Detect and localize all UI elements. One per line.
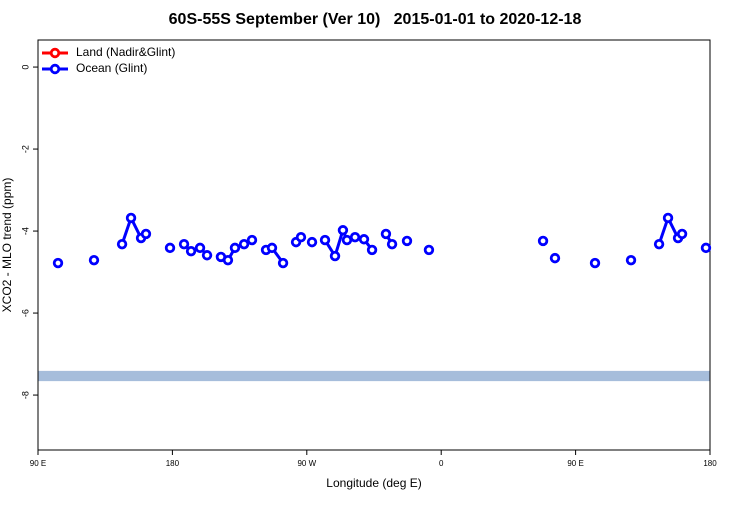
data-point	[341, 234, 353, 246]
data-point	[337, 225, 349, 236]
x-tick-label: 0	[439, 459, 444, 468]
data-point	[401, 235, 413, 247]
x-tick-label: 180	[166, 459, 180, 468]
data-point	[52, 257, 64, 269]
data-point	[380, 228, 392, 240]
data-point	[625, 254, 637, 266]
data-point	[358, 234, 370, 245]
legend-label: Ocean (Glint)	[76, 61, 147, 75]
data-point	[306, 236, 318, 248]
data-point	[178, 238, 190, 250]
data-point	[266, 242, 278, 254]
chart-title: 60S-55S September (Ver 10) 2015-01-01 to…	[169, 11, 582, 28]
data-point	[329, 250, 341, 262]
data-point	[125, 212, 137, 224]
data-point	[116, 238, 128, 250]
x-tick-label: 180	[703, 459, 717, 468]
data-point	[386, 238, 398, 250]
x-tick-label: 90 W	[297, 459, 316, 468]
y-tick-label: -2	[20, 145, 30, 153]
band	[38, 370, 710, 382]
plot-frame	[37, 39, 711, 451]
data-point	[662, 212, 674, 224]
data-point	[238, 238, 250, 250]
legend-label: Land (Nadir&Glint)	[76, 45, 175, 59]
y-tick-label: 0	[20, 65, 30, 70]
data-point	[140, 228, 152, 240]
data-point	[549, 252, 561, 264]
data-point	[185, 245, 197, 257]
y-tick-label: -6	[20, 309, 30, 317]
data-point	[201, 250, 213, 261]
x-tick-label: 90 E	[30, 459, 46, 468]
data-point	[589, 257, 601, 269]
data-point	[277, 257, 289, 269]
data-point	[366, 244, 378, 256]
data-point	[246, 234, 258, 246]
data-point	[295, 232, 307, 243]
data-point	[222, 254, 234, 266]
x-axis-label: Longitude (deg E)	[326, 476, 421, 490]
y-tick-label: -4	[20, 227, 30, 235]
legend-marker	[49, 47, 61, 59]
data-point	[164, 242, 176, 254]
data-point	[676, 228, 688, 240]
data-point	[423, 244, 435, 256]
y-tick-label: -8	[20, 391, 30, 399]
data-point	[88, 254, 100, 266]
data-point	[349, 232, 361, 243]
data-point	[653, 238, 665, 250]
data-point	[319, 234, 331, 246]
data-point	[700, 242, 712, 254]
x-tick-label: 90 E	[567, 459, 583, 468]
data-point	[537, 235, 549, 247]
legend-marker	[49, 63, 61, 75]
data-point	[194, 242, 206, 254]
y-axis-label: XCO2 - MLO trend (ppm)	[0, 178, 14, 313]
data-point	[229, 242, 241, 254]
